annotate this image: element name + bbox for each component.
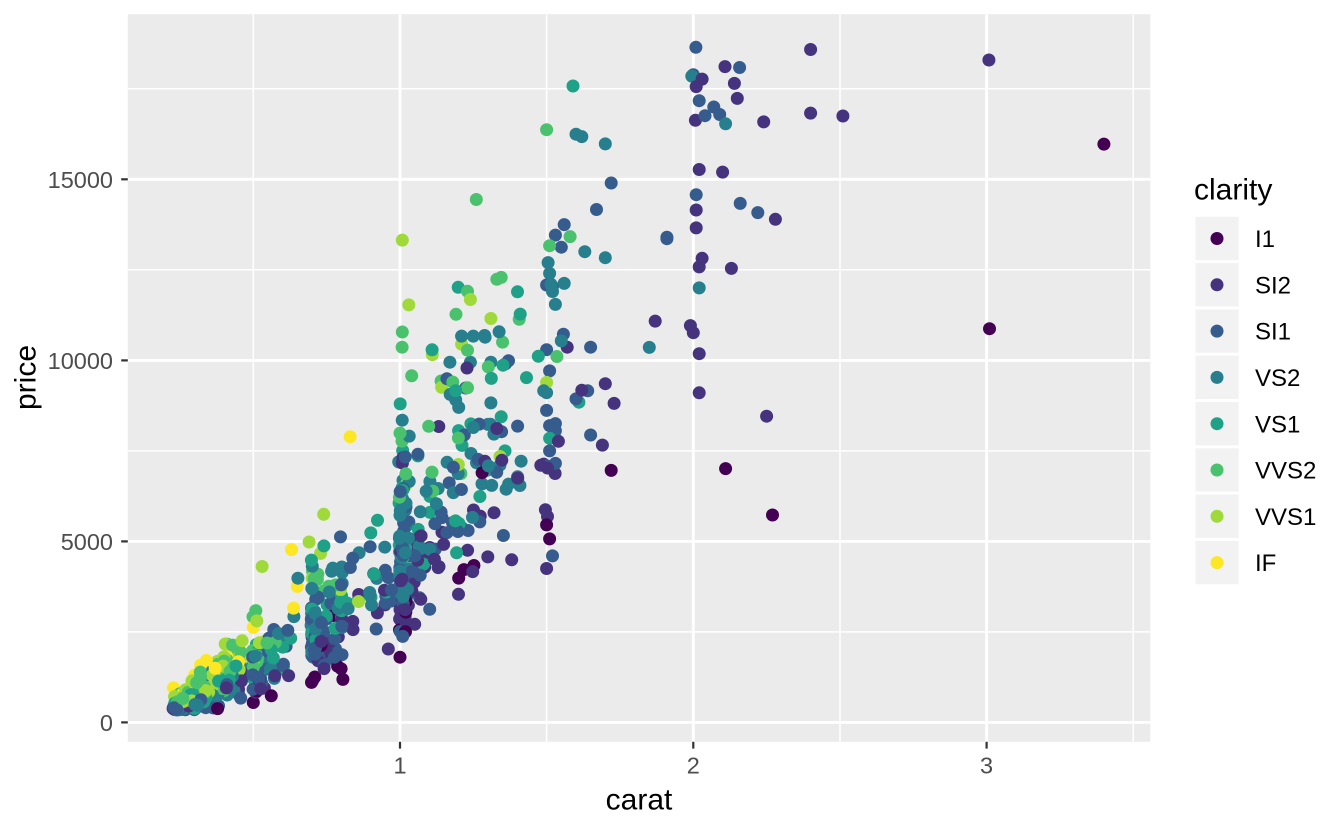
svg-text:VVS1: VVS1: [1255, 504, 1316, 531]
svg-text:VS2: VS2: [1255, 365, 1300, 392]
svg-text:SI2: SI2: [1255, 272, 1291, 299]
svg-text:5000: 5000: [61, 529, 113, 555]
svg-text:SI1: SI1: [1255, 319, 1291, 346]
svg-text:0: 0: [100, 710, 113, 736]
svg-text:2: 2: [687, 753, 700, 779]
svg-text:I1: I1: [1255, 226, 1275, 253]
svg-text:15000: 15000: [48, 167, 113, 193]
svg-text:clarity: clarity: [1194, 174, 1272, 207]
svg-text:VVS2: VVS2: [1255, 458, 1316, 485]
svg-text:carat: carat: [606, 784, 673, 817]
svg-text:1: 1: [393, 753, 406, 779]
svg-text:VS1: VS1: [1255, 411, 1300, 438]
svg-text:IF: IF: [1255, 550, 1276, 577]
svg-text:3: 3: [980, 753, 993, 779]
svg-text:price: price: [9, 345, 42, 410]
svg-text:10000: 10000: [48, 348, 113, 374]
